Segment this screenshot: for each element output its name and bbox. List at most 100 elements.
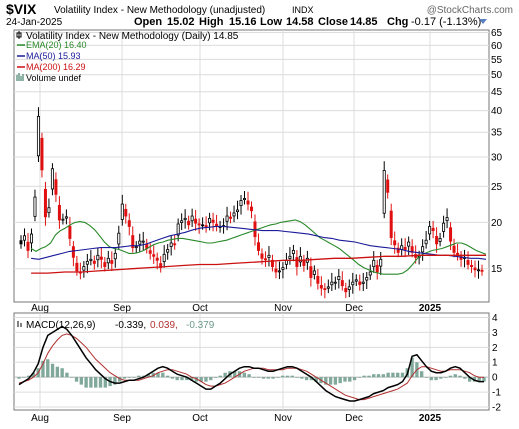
ohlc-close-value: 14.85 — [350, 16, 378, 28]
macd-y-tick-label: -1 — [492, 388, 501, 399]
candle-body — [351, 281, 355, 286]
candle-body — [190, 215, 194, 222]
candle-body — [365, 277, 369, 281]
candle-body — [382, 170, 386, 214]
macd-histogram-bar — [324, 377, 328, 385]
candle-body — [302, 259, 306, 266]
macd-histogram-bar — [117, 377, 122, 382]
macd-histogram-bar — [31, 372, 36, 378]
candle-body — [347, 286, 351, 290]
candle-body — [110, 260, 114, 264]
price-y-tick-label: 20 — [491, 218, 503, 229]
macd-histogram-bar — [343, 377, 347, 382]
candle-body — [71, 246, 75, 258]
candle-body — [309, 266, 313, 278]
macd-y-tick-label: -2 — [492, 403, 501, 414]
macd-y-tick-label: 0 — [492, 373, 498, 384]
candle-body — [445, 217, 449, 222]
macd-histogram-bar — [194, 377, 199, 382]
candle-body — [316, 275, 320, 284]
price-x-tick-label: Oct — [192, 303, 208, 314]
macd-histogram-bar — [79, 377, 83, 385]
candle-body — [120, 203, 124, 220]
price-panel — [13, 29, 490, 303]
price-grid — [14, 30, 489, 302]
candle-body — [435, 236, 439, 245]
candle-body — [201, 224, 205, 227]
macd-legend-signal: 0.039, — [150, 320, 178, 331]
candle-body — [36, 116, 40, 157]
price-y-tick-label: 65 — [491, 28, 503, 39]
candle-body — [263, 258, 267, 261]
candle-body — [106, 257, 110, 264]
candle-body — [183, 217, 187, 221]
macd-histogram-bar — [60, 368, 64, 378]
candle-body — [354, 279, 358, 282]
macd-histogram-bar — [22, 377, 26, 378]
macd-histogram-bar — [448, 375, 453, 378]
macd-histogram-bar — [175, 377, 179, 381]
macd-histogram-bar — [98, 377, 103, 388]
candle-body — [456, 252, 460, 255]
macd-histogram-bar — [482, 377, 486, 382]
candle-body — [298, 255, 302, 263]
candle-body — [103, 262, 107, 267]
candle-body — [260, 253, 264, 259]
macd-histogram-bar — [50, 363, 55, 378]
legend-ema20: EMA(20) 16.40 — [26, 40, 87, 50]
macd-x-tick-label: Oct — [192, 413, 208, 424]
macd-histogram-bar — [252, 377, 256, 378]
macd-histogram-bar — [420, 371, 424, 378]
candle-body — [442, 222, 446, 232]
candle-body — [291, 250, 295, 255]
candle-body — [312, 270, 316, 275]
macd-signal-line — [18, 333, 484, 401]
ema20-line — [30, 219, 487, 275]
candle-body — [173, 243, 177, 246]
candle-body — [54, 179, 58, 195]
macd-histogram-bar — [189, 377, 194, 381]
macd-histogram-bar — [352, 377, 357, 381]
candle-body — [82, 266, 86, 271]
macd-histogram-bar — [314, 377, 318, 382]
macd-histogram-bar — [127, 377, 131, 378]
candle-body — [424, 239, 428, 245]
macd-legend: MACD(12,26,9) -0.339, 0.039, -0.379 — [17, 320, 215, 331]
price-y-tick-label: 40 — [491, 106, 503, 117]
candle-body — [138, 240, 142, 245]
candle-body — [96, 254, 100, 261]
macd-histogram-bar — [161, 372, 165, 378]
candle-body — [19, 240, 23, 245]
candle-body — [243, 198, 247, 200]
candle-body — [274, 268, 278, 273]
candle-body — [155, 257, 159, 261]
macd-histogram-bar — [304, 377, 309, 381]
macd-histogram-bar — [204, 377, 208, 382]
candle-body — [267, 254, 271, 258]
macd-histogram-bar — [137, 375, 141, 378]
candle-body — [319, 285, 323, 289]
macd-histogram-bar — [434, 377, 438, 381]
candle-body — [358, 281, 362, 285]
dropdown-arrow-icon[interactable] — [479, 19, 487, 24]
candle-body — [288, 255, 292, 259]
moving-averages — [30, 219, 487, 275]
candle-body — [47, 207, 51, 214]
macd-histogram-bar — [463, 377, 467, 379]
legend-ma200: MA(200) 16.29 — [26, 62, 86, 72]
macd-histogram-bar — [46, 359, 50, 378]
macd-histogram-bar — [458, 375, 462, 378]
ma200-line — [31, 254, 486, 274]
price-x-tick-label: Sep — [113, 303, 131, 314]
candle-body — [477, 269, 481, 272]
candle-body — [99, 256, 103, 260]
legend-ma50: MA(50) 15.93 — [26, 51, 81, 61]
candle-body — [389, 210, 393, 238]
macd-grid — [14, 313, 489, 410]
candle-body — [326, 286, 330, 289]
macd-legend-label: MACD(12,26,9) — [26, 320, 95, 331]
macd-histogram-bar — [376, 374, 381, 378]
macd-histogram-bar — [439, 377, 443, 379]
candle-body — [113, 252, 117, 260]
macd-histogram-bar — [84, 377, 88, 388]
